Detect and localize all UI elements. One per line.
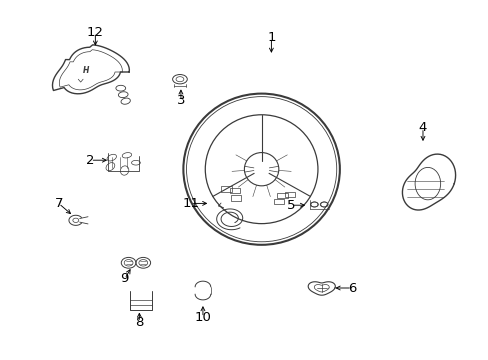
Text: 2: 2 — [86, 154, 95, 167]
Text: 5: 5 — [286, 199, 295, 212]
Text: H: H — [82, 66, 89, 75]
Bar — [221, 186, 231, 192]
Bar — [230, 195, 241, 201]
Text: 10: 10 — [194, 311, 211, 324]
Text: 6: 6 — [347, 282, 356, 294]
Text: 11: 11 — [182, 197, 199, 210]
Text: 8: 8 — [135, 316, 143, 329]
Text: 4: 4 — [418, 121, 427, 134]
Bar — [229, 188, 240, 193]
Bar — [284, 192, 295, 197]
Text: 12: 12 — [87, 26, 103, 39]
Text: 9: 9 — [120, 273, 129, 285]
Bar — [276, 193, 287, 198]
Text: 1: 1 — [266, 31, 275, 44]
Text: 7: 7 — [54, 197, 63, 210]
Text: 3: 3 — [176, 94, 185, 107]
Bar — [273, 199, 284, 204]
